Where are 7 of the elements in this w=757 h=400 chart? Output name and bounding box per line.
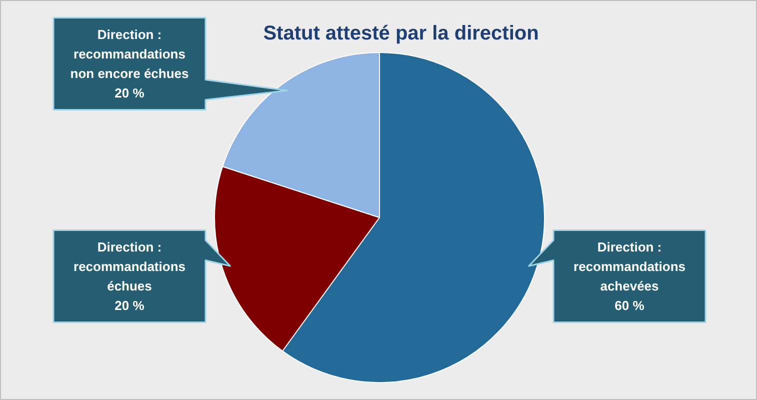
data-label: 20 % [114,86,145,101]
data-label: 60 % [614,298,645,313]
slice-label: Direction : recommandations non encore échues [70,27,189,82]
data-label: 20 % [114,298,145,313]
slice-label: Direction : recommandations achevées [574,239,686,294]
slice-label: Direction : recommandations échues [74,239,186,294]
chart-title: Statut attesté par la direction [263,22,539,44]
